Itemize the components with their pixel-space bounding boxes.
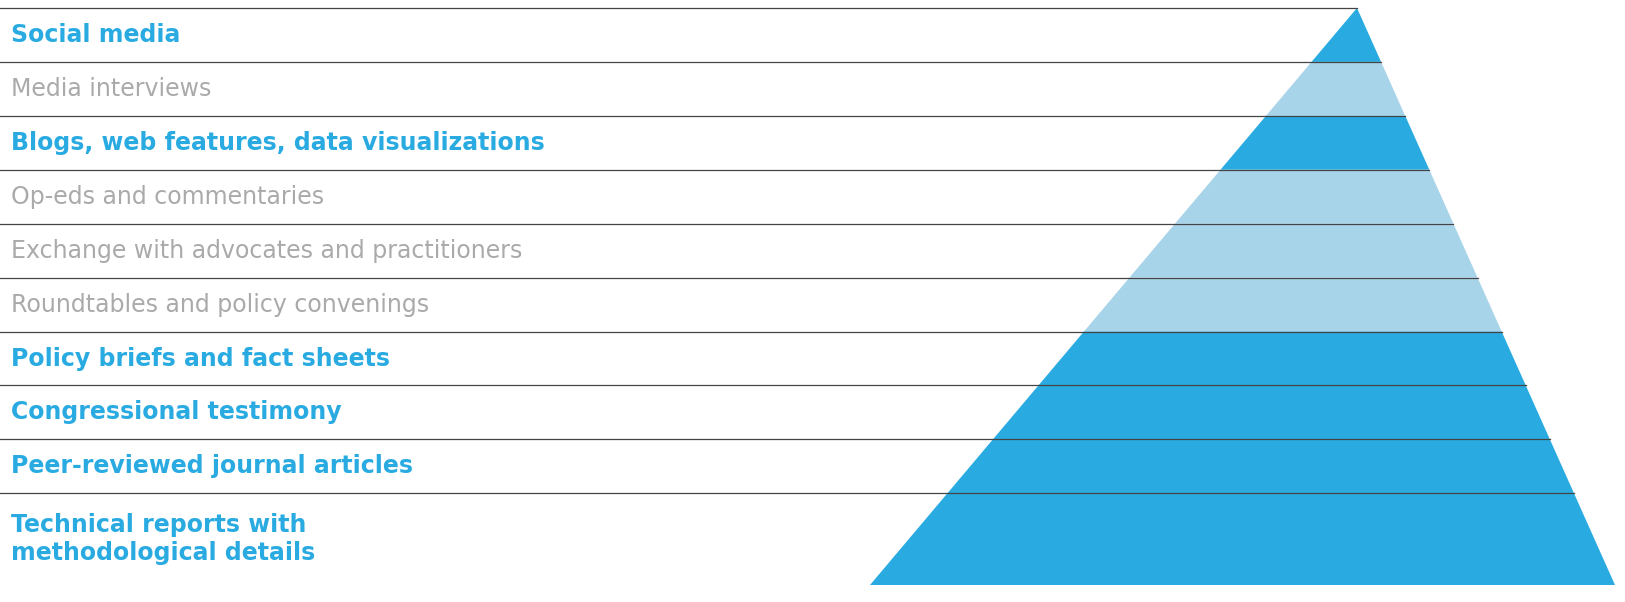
Polygon shape: [869, 493, 1615, 585]
Polygon shape: [1311, 8, 1381, 62]
Polygon shape: [1266, 62, 1406, 116]
Text: Congressional testimony: Congressional testimony: [11, 400, 341, 424]
Polygon shape: [1220, 116, 1430, 170]
Text: Policy briefs and fact sheets: Policy briefs and fact sheets: [11, 347, 390, 370]
Polygon shape: [947, 439, 1575, 493]
Text: Peer-reviewed journal articles: Peer-reviewed journal articles: [11, 455, 413, 479]
Polygon shape: [1084, 278, 1502, 332]
Text: Roundtables and policy convenings: Roundtables and policy convenings: [11, 293, 429, 317]
Text: Technical reports with
methodological details: Technical reports with methodological de…: [11, 514, 315, 565]
Polygon shape: [993, 385, 1550, 439]
Polygon shape: [1129, 224, 1477, 278]
Text: Exchange with advocates and practitioners: Exchange with advocates and practitioner…: [11, 238, 523, 262]
Text: Op-eds and commentaries: Op-eds and commentaries: [11, 185, 325, 209]
Polygon shape: [1038, 332, 1526, 385]
Text: Social media: Social media: [11, 23, 180, 47]
Text: Media interviews: Media interviews: [11, 77, 211, 101]
Polygon shape: [1175, 170, 1453, 224]
Text: Blogs, web features, data visualizations: Blogs, web features, data visualizations: [11, 131, 544, 155]
